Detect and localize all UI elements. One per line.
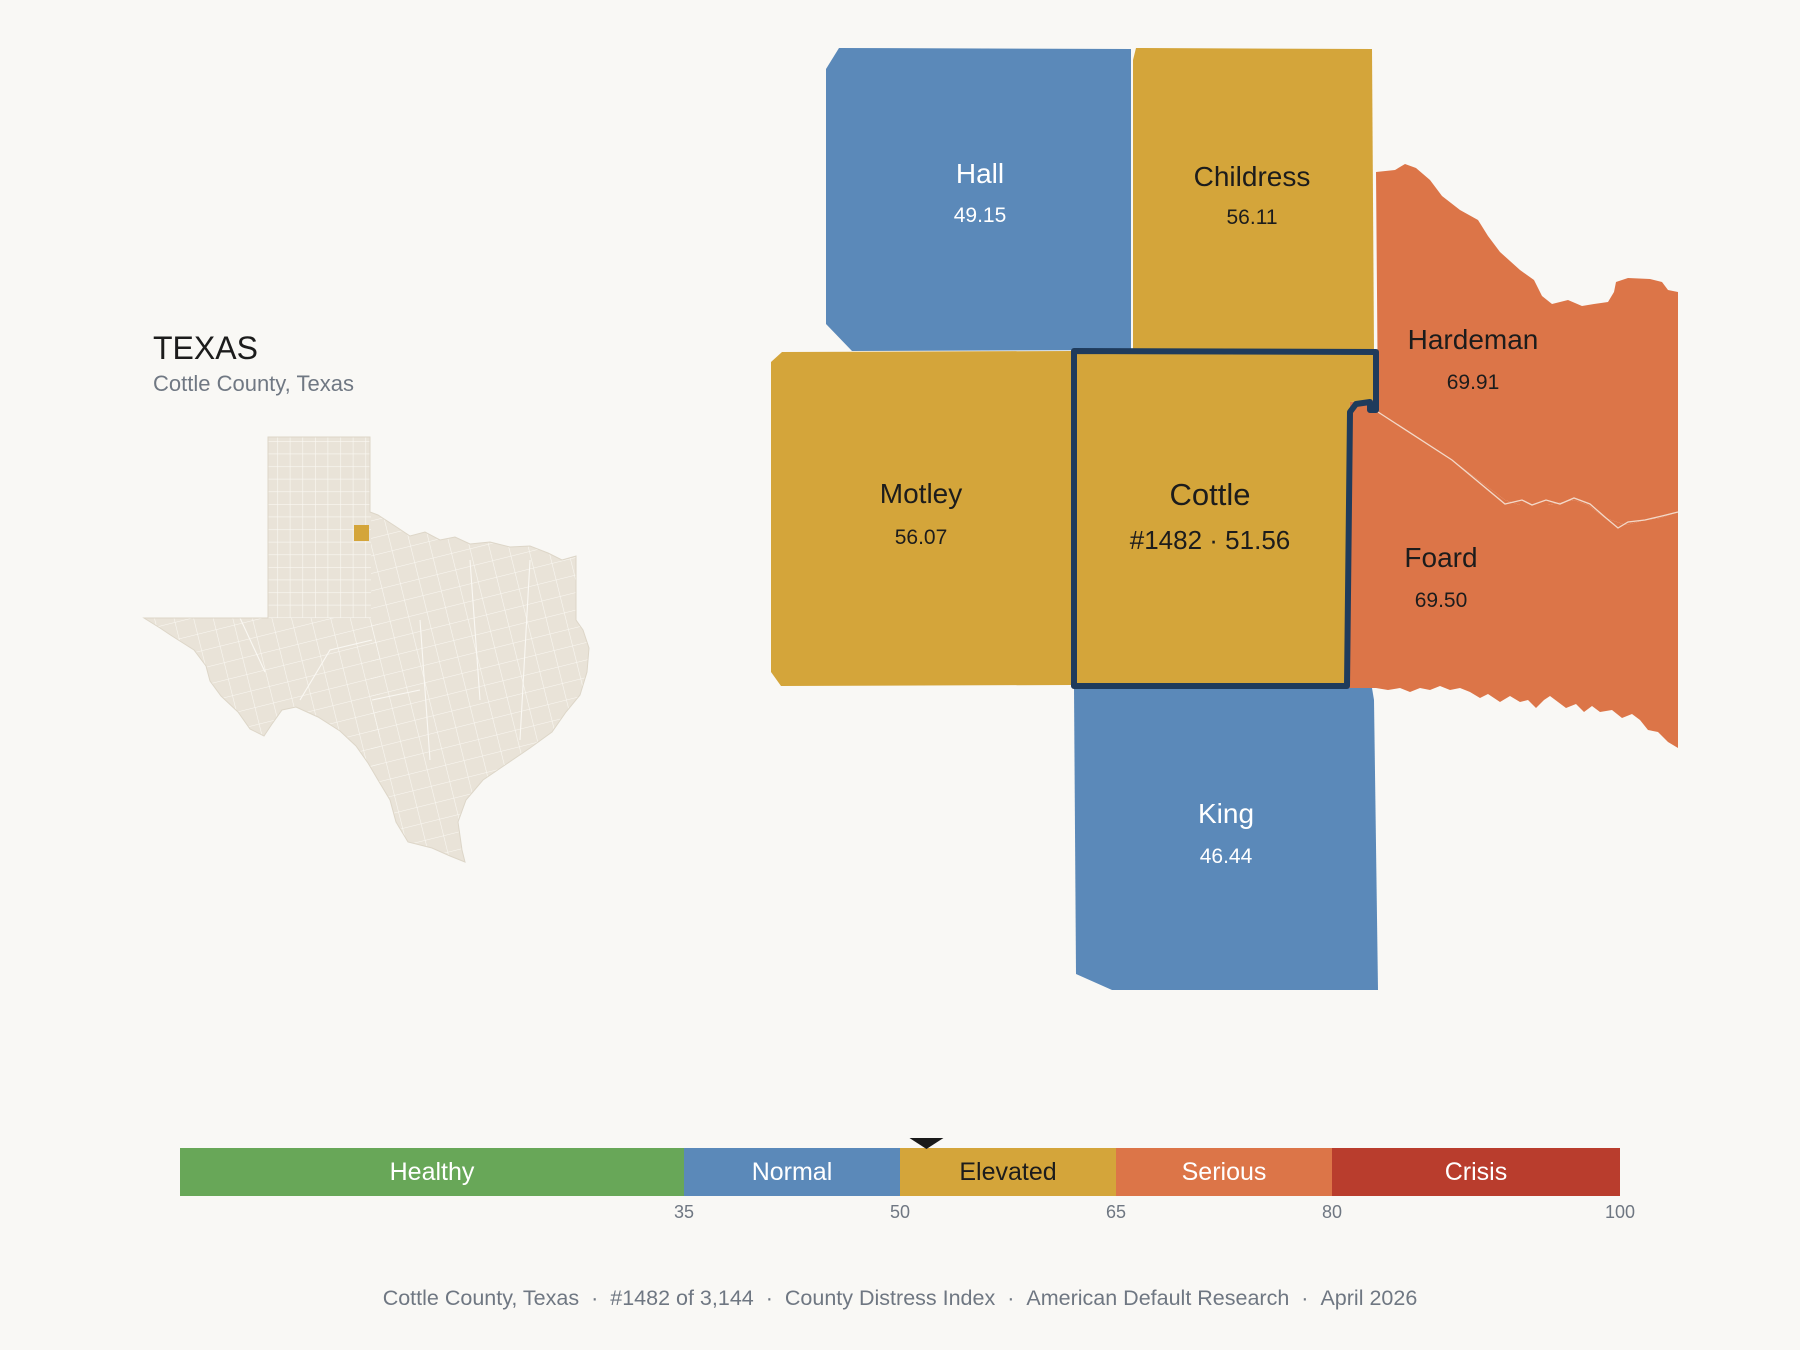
legend-band-elevated (900, 1148, 1116, 1196)
legend-tick-80: 80 (1322, 1202, 1342, 1222)
legend-band-healthy (180, 1148, 684, 1196)
childress-value: 56.11 (1227, 206, 1278, 229)
foard-label: Foard (1404, 542, 1477, 573)
foard-value: 69.50 (1415, 589, 1468, 612)
childress-label: Childress (1194, 161, 1311, 192)
legend-bands: Healthy Normal Elevated Serious Crisis (180, 1148, 1620, 1196)
county-hardeman[interactable] (1376, 164, 1678, 525)
county-subtitle: Cottle County, Texas (153, 371, 354, 396)
hall-value: 49.15 (954, 204, 1007, 227)
legend-band-label-healthy: Healthy (390, 1158, 475, 1186)
legend-tick-35: 35 (674, 1202, 694, 1222)
cottle-rank-value: #1482 · 51.56 (1130, 525, 1290, 555)
county-king[interactable] (1074, 688, 1378, 990)
county-map: Hall 49.15 Childress 56.11 Hardeman 69.9… (771, 48, 1679, 990)
motley-value: 56.07 (895, 526, 948, 549)
legend-band-label-serious: Serious (1182, 1158, 1267, 1186)
footer-rank: #1482 of 3,144 (610, 1286, 754, 1310)
footer-index-name: County Distress Index (784, 1286, 996, 1310)
county-foard[interactable] (1348, 400, 1678, 748)
footer: Cottle County, Texas · #1482 of 3,144 · Coun… (382, 1286, 1418, 1310)
footer-county: Cottle County, Texas (382, 1286, 580, 1310)
legend-ticks: 35 50 65 80 100 (674, 1202, 1635, 1222)
legend-band-label-crisis: Crisis (1445, 1158, 1508, 1186)
county-childress[interactable] (1133, 48, 1374, 350)
legend-tick-100: 100 (1605, 1202, 1635, 1222)
hardeman-label: Hardeman (1408, 324, 1539, 355)
hardeman-value: 69.91 (1447, 371, 1500, 394)
legend-tick-50: 50 (890, 1202, 910, 1222)
county-cottle[interactable] (1074, 350, 1376, 686)
hall-label: Hall (956, 158, 1004, 189)
legend-band-label-normal: Normal (752, 1158, 833, 1186)
distress-scale-legend: Healthy Normal Elevated Serious Crisis 35 50 6… (180, 1138, 1635, 1222)
footer-publisher: American Default Research (1026, 1286, 1290, 1310)
foard-hardeman-border (1377, 411, 1679, 529)
king-label: King (1198, 798, 1254, 829)
cottle-highlight-outline (1071, 348, 1379, 689)
footer-date: April 2026 (1320, 1286, 1418, 1310)
motley-label: Motley (880, 478, 962, 509)
legend-band-normal (684, 1148, 900, 1196)
cottle-label: Cottle (1170, 477, 1251, 512)
legend-band-crisis (1332, 1148, 1620, 1196)
legend-band-serious (1116, 1148, 1332, 1196)
county-hall[interactable] (826, 48, 1131, 351)
current-value-marker (909, 1138, 944, 1149)
state-title: TEXAS (153, 330, 258, 366)
texas-locator-map (143, 436, 590, 863)
legend-tick-65: 65 (1106, 1202, 1126, 1222)
cottle-locator-marker (354, 525, 369, 541)
county-motley[interactable] (771, 351, 1071, 686)
king-value: 46.44 (1200, 845, 1253, 868)
legend-band-label-elevated: Elevated (959, 1158, 1056, 1186)
